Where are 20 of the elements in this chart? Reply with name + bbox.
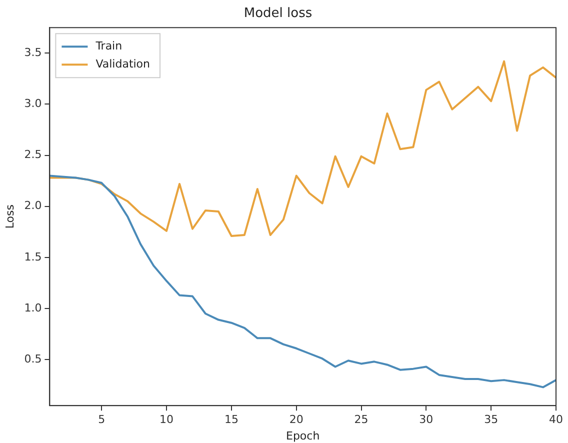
x-tick-label: 15 — [224, 413, 238, 426]
x-tick-label: 25 — [354, 413, 368, 426]
x-tick-label: 35 — [484, 413, 498, 426]
y-tick-label: 3.0 — [24, 97, 42, 110]
y-axis-title: Loss — [3, 204, 16, 229]
x-tick-label: 20 — [289, 413, 304, 426]
y-tick-label: 3.5 — [24, 46, 42, 59]
x-tick-label: 30 — [419, 413, 434, 426]
chart-title: Model loss — [244, 6, 312, 22]
y-tick-label: 2.0 — [24, 199, 42, 212]
y-tick-label: 2.5 — [24, 148, 42, 162]
x-tick-label: 40 — [549, 413, 563, 426]
x-tick-label: 5 — [98, 413, 106, 426]
y-tick-label: 1.0 — [24, 301, 42, 314]
legend-label: Train — [94, 39, 122, 52]
y-tick-label: 1.5 — [24, 250, 42, 264]
x-tick-label: 10 — [160, 413, 174, 426]
y-tick-label: 0.5 — [24, 352, 42, 366]
legend-label: Validation — [96, 57, 150, 70]
x-axis-title: Epoch — [286, 429, 320, 442]
